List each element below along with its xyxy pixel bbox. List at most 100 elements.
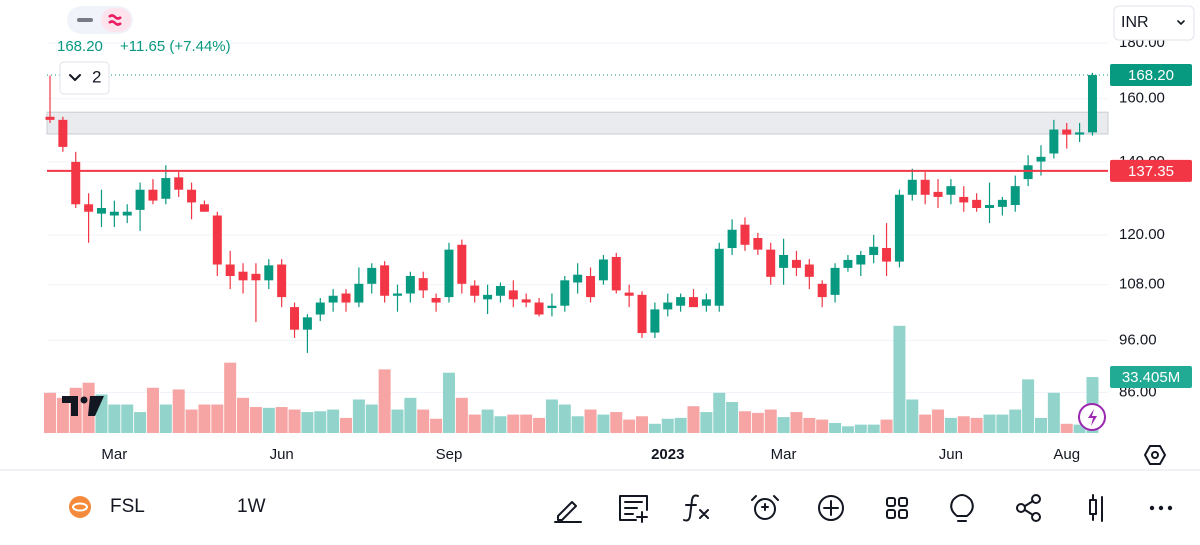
dot <box>1151 451 1159 459</box>
icon <box>683 494 709 522</box>
layout-tool[interactable] <box>886 497 908 519</box>
candle-body <box>714 248 724 306</box>
note-tool[interactable] <box>619 495 648 523</box>
candle-body <box>290 307 300 330</box>
share-tool[interactable] <box>1016 494 1041 522</box>
add-tool[interactable] <box>818 495 844 521</box>
icon <box>886 509 896 519</box>
lightning-button[interactable] <box>1078 403 1106 431</box>
volume-bar <box>751 412 764 433</box>
x-tick-label: Sep <box>436 446 463 463</box>
volume-bar <box>674 417 687 433</box>
candle-body <box>946 186 956 195</box>
candle-body <box>71 161 81 205</box>
candle-body <box>663 302 673 310</box>
icon <box>1092 494 1103 522</box>
chart-type-tool[interactable] <box>1089 494 1103 522</box>
icon <box>619 495 648 523</box>
volume-bar <box>610 412 623 433</box>
volume-bar <box>738 411 751 433</box>
candle-body <box>45 116 55 120</box>
volume-bar <box>520 414 533 433</box>
candle-body <box>58 119 68 147</box>
volume-bar <box>1073 424 1086 433</box>
indicators-tool[interactable] <box>683 494 709 522</box>
icon <box>823 500 839 516</box>
volume-bar <box>880 419 893 433</box>
candle-body <box>753 237 763 250</box>
symbol-logo <box>69 496 91 518</box>
icon <box>1031 494 1041 504</box>
volume-bar <box>816 419 829 433</box>
candle-body <box>997 199 1007 207</box>
volume-bar <box>262 407 275 433</box>
volume-bar <box>558 404 571 433</box>
candle-body <box>766 249 776 277</box>
y-tick-label: 120.00 <box>1119 226 1165 243</box>
volume-bar <box>352 399 365 433</box>
ideas-tool[interactable] <box>950 494 974 522</box>
volume-bar <box>854 424 867 433</box>
candle-body <box>148 189 158 201</box>
candle-body <box>483 294 493 300</box>
volume-bar <box>442 372 455 433</box>
candle-body <box>650 309 660 333</box>
volume-bar <box>211 404 224 433</box>
logo-part <box>88 396 104 416</box>
volume-bar <box>82 382 95 433</box>
volume-bar <box>134 412 147 433</box>
candle-body <box>367 267 377 284</box>
indicator-dropdown[interactable]: 2 <box>59 61 110 95</box>
y-tick-label: 108.00 <box>1119 276 1165 293</box>
candle-body <box>779 254 789 268</box>
volume-bar <box>108 404 121 433</box>
candle-body <box>959 196 969 203</box>
x-tick-label: Jun <box>939 446 963 463</box>
bolt <box>1088 409 1097 426</box>
logo-part <box>62 396 78 416</box>
currency-select[interactable]: INR <box>1113 5 1195 41</box>
icon <box>554 501 582 523</box>
interval[interactable]: 1W <box>237 496 266 517</box>
volume-bar <box>803 417 816 433</box>
volume-bar <box>906 399 919 433</box>
candle-body <box>225 264 235 276</box>
settings-button[interactable] <box>1144 445 1166 465</box>
volume-bar <box>56 397 69 433</box>
symbol-button[interactable]: FSL <box>69 496 145 518</box>
volume-bar <box>944 417 957 433</box>
volume-bar <box>1009 409 1022 433</box>
x-tick-label: Mar <box>101 446 127 463</box>
plot-area: MarJunSep2023MarJunAug180.00160.00140.00… <box>44 34 1192 463</box>
candle-body <box>791 259 801 268</box>
volume-bar <box>867 424 880 433</box>
candle-body <box>856 254 866 265</box>
candle-body <box>109 211 119 216</box>
volume-bar <box>597 414 610 433</box>
chart-style-toggle[interactable] <box>67 6 133 34</box>
candle-body <box>1049 129 1059 154</box>
candle-body <box>354 283 364 303</box>
price-line-badge <box>1110 159 1192 182</box>
volume-bar <box>365 404 378 433</box>
candle-body <box>1087 75 1097 133</box>
candle-body <box>843 259 853 268</box>
volume-bar <box>417 409 430 433</box>
candle-body <box>1062 129 1072 135</box>
symbol-logo-ring <box>72 502 88 512</box>
candle-body <box>521 299 531 303</box>
more-menu[interactable] <box>1149 505 1173 511</box>
volume-bar <box>468 414 481 433</box>
header-change: +11.65 (+7.44%) <box>120 38 231 55</box>
draw-tool[interactable] <box>554 501 582 523</box>
alert-tool[interactable] <box>751 495 779 520</box>
volume-bar <box>983 414 996 433</box>
x-tick-label: Mar <box>771 446 797 463</box>
volume-label: 33.405M <box>1122 369 1180 386</box>
volume-bar <box>571 416 584 433</box>
volume-bar <box>198 404 211 433</box>
volume-bar <box>121 404 134 433</box>
candle-body <box>470 285 480 296</box>
volume-bar <box>481 409 494 433</box>
